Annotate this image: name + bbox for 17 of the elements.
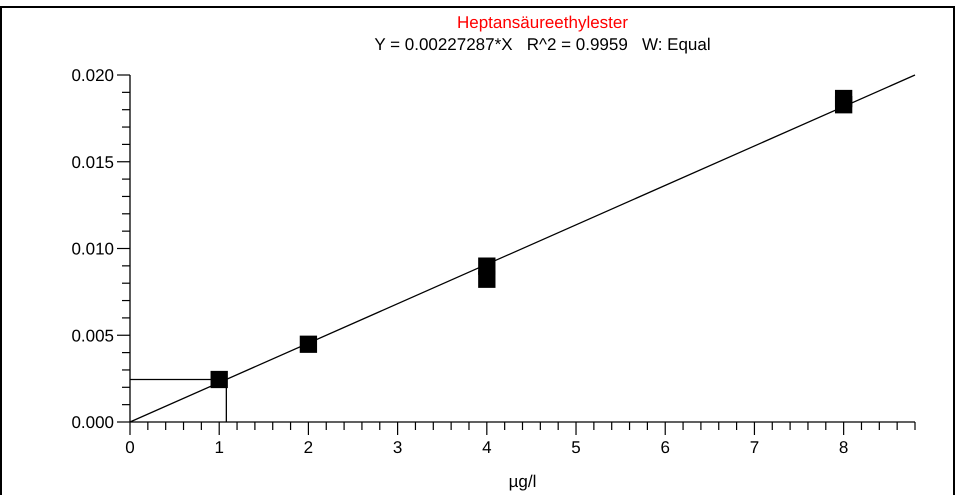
y-tick-label: 0.005 <box>71 326 114 346</box>
x-tick-label: 8 <box>838 438 848 457</box>
chart-title: Heptansäureethylester <box>456 13 628 32</box>
y-tick-label: 0.000 <box>71 413 114 432</box>
x-tick-label: 5 <box>571 438 581 457</box>
chart-subtitle: Y = 0.00227287*X R^2 = 0.9959 W: Equal <box>374 35 711 54</box>
x-axis-title: µg/l <box>508 472 536 491</box>
x-tick-label: 1 <box>214 438 224 457</box>
y-tick-label: 0.015 <box>71 152 114 172</box>
x-tick-label: 3 <box>392 438 402 457</box>
x-tick-label: 0 <box>125 438 135 457</box>
y-tick-label: 0.020 <box>71 66 114 85</box>
x-tick-label: 6 <box>660 438 670 457</box>
x-tick-label: 2 <box>304 438 314 457</box>
x-tick-label: 4 <box>482 438 492 457</box>
x-tick-label: 7 <box>750 438 760 457</box>
y-tick-label: 0.010 <box>71 240 114 258</box>
